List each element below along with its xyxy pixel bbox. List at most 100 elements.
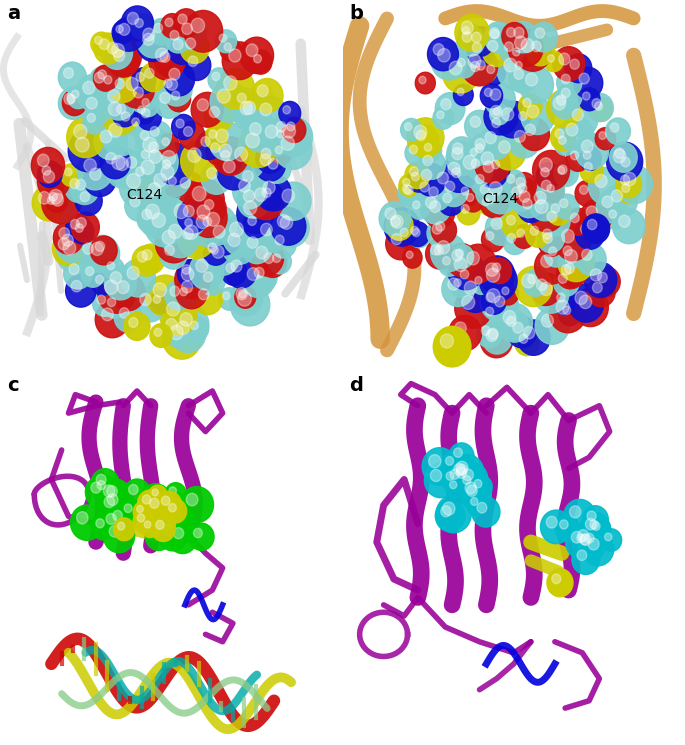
Circle shape [145,521,151,528]
Circle shape [276,121,286,132]
Circle shape [475,139,485,150]
Circle shape [482,34,512,66]
Circle shape [466,194,474,201]
Circle shape [555,129,564,139]
Circle shape [176,119,184,128]
Circle shape [87,113,95,122]
Circle shape [540,282,552,296]
Circle shape [160,51,170,63]
Circle shape [390,215,403,228]
Circle shape [458,58,465,67]
Circle shape [136,129,175,172]
Circle shape [70,179,79,188]
Circle shape [480,281,518,322]
Circle shape [471,170,495,196]
Circle shape [495,296,505,307]
Circle shape [457,200,480,225]
Circle shape [482,227,505,252]
Circle shape [140,484,171,518]
Circle shape [58,238,69,250]
Circle shape [456,148,493,188]
Circle shape [486,232,494,241]
Circle shape [104,265,136,300]
Circle shape [124,504,132,513]
Circle shape [237,194,274,233]
Circle shape [225,253,257,288]
Circle shape [457,463,488,496]
Circle shape [562,229,574,243]
Circle shape [142,250,152,260]
Circle shape [503,229,527,255]
Circle shape [164,499,186,523]
Circle shape [621,175,630,185]
Circle shape [158,519,188,551]
Circle shape [236,94,272,132]
Circle shape [256,246,268,259]
Circle shape [226,263,235,273]
Circle shape [64,68,73,78]
Circle shape [212,72,220,80]
Circle shape [176,283,197,307]
Circle shape [268,159,278,169]
Circle shape [167,519,175,527]
Circle shape [564,264,574,273]
Circle shape [438,48,450,62]
Circle shape [542,206,570,236]
Circle shape [148,183,161,197]
Circle shape [569,506,581,518]
Circle shape [167,86,190,112]
Circle shape [523,98,531,107]
Circle shape [140,294,151,305]
Circle shape [470,148,477,156]
Circle shape [535,28,545,38]
Circle shape [182,267,194,281]
Circle shape [142,98,149,107]
Circle shape [38,161,62,188]
Circle shape [588,168,623,205]
Circle shape [145,522,172,551]
Circle shape [534,248,568,284]
Circle shape [586,206,597,218]
Circle shape [68,86,89,109]
Circle shape [466,145,486,166]
Circle shape [521,98,554,135]
Circle shape [566,146,590,171]
Circle shape [391,217,401,226]
Circle shape [587,511,596,521]
Circle shape [566,525,597,559]
Circle shape [277,215,290,228]
Circle shape [475,276,482,284]
Circle shape [535,308,569,344]
Circle shape [441,452,464,477]
Circle shape [128,81,157,112]
Circle shape [275,146,282,154]
Circle shape [162,317,201,359]
Circle shape [480,83,503,108]
Circle shape [547,199,571,225]
Circle shape [443,54,479,93]
Circle shape [160,312,192,346]
Circle shape [455,322,466,335]
Circle shape [177,259,203,287]
Circle shape [83,109,106,134]
Circle shape [599,132,606,139]
Circle shape [66,117,105,158]
Circle shape [199,289,209,300]
Circle shape [146,490,157,502]
Circle shape [486,268,499,282]
Circle shape [384,208,420,246]
Circle shape [112,43,125,57]
Circle shape [138,95,159,116]
Circle shape [493,134,525,170]
Circle shape [136,72,145,81]
Circle shape [461,187,469,195]
Circle shape [462,469,473,481]
Circle shape [492,118,501,127]
Circle shape [254,217,288,253]
Circle shape [536,163,560,189]
Circle shape [497,303,532,342]
Circle shape [260,224,272,236]
Circle shape [275,182,311,221]
Circle shape [176,17,207,50]
Circle shape [92,291,117,317]
